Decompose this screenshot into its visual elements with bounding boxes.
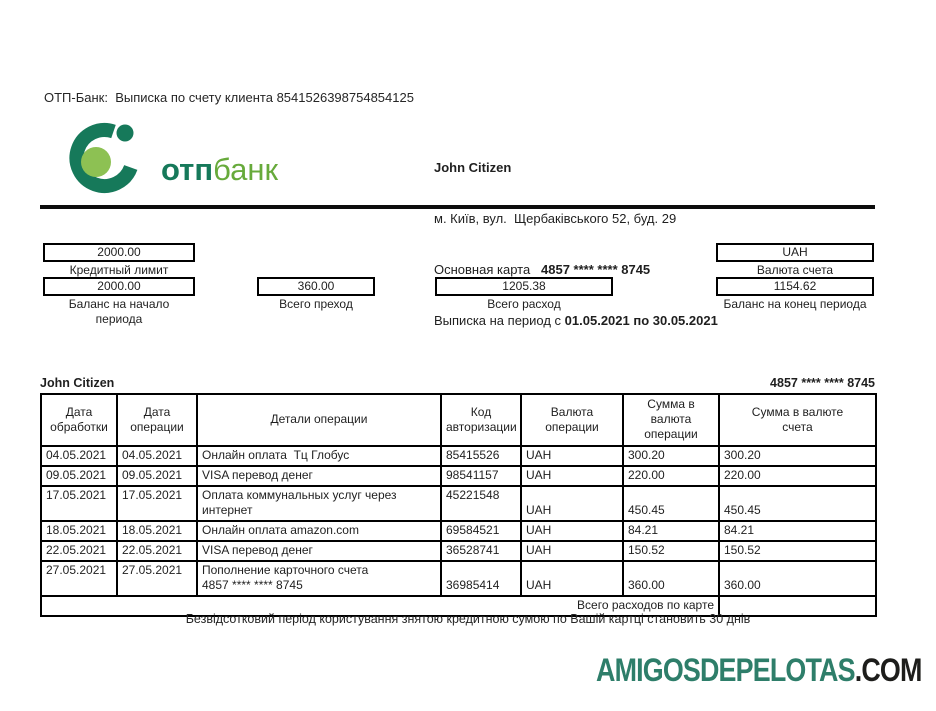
transaction-cell: 04.05.2021 bbox=[40, 445, 118, 467]
transaction-cell: 09.05.2021 bbox=[116, 465, 198, 487]
transaction-row: 17.05.2021 17.05.2021 Оплата коммунальных … bbox=[40, 485, 877, 522]
otp-bank-logo-text: отпбанк bbox=[161, 152, 279, 187]
credit-limit-value-box: 2000.00 bbox=[43, 243, 195, 262]
transaction-cell: 84.21 bbox=[718, 520, 877, 542]
otp-bank-logo-icon bbox=[69, 123, 138, 193]
balance-start-value-box: 2000.00 bbox=[43, 277, 195, 296]
transaction-cell: 36528741 bbox=[440, 540, 522, 562]
transactions-header-row: Дата обработки Дата операции Детали операц… bbox=[40, 393, 877, 447]
transaction-cell: 22.05.2021 bbox=[40, 540, 118, 562]
transaction-cell: 150.52 bbox=[718, 540, 877, 562]
transaction-cell: 17.05.2021 bbox=[116, 485, 198, 522]
transaction-cell: VISA перевод денег bbox=[196, 540, 442, 562]
column-header: Дата операции bbox=[116, 393, 198, 447]
total-incoming-label: Всего преход bbox=[279, 297, 353, 311]
transaction-cell: 22.05.2021 bbox=[116, 540, 198, 562]
transaction-cell: 45221548 bbox=[440, 485, 522, 522]
transaction-cell: 27.05.2021 bbox=[40, 560, 118, 597]
account-currency-value-box: UAH bbox=[716, 243, 874, 262]
otp-bank-logo: отпбанк bbox=[63, 122, 383, 194]
column-header: Валюта операции bbox=[520, 393, 624, 447]
transaction-cell: 84.21 bbox=[622, 520, 720, 542]
logo-text-otp: отп bbox=[161, 152, 214, 187]
transaction-cell: Онлайн оплата amazon.com bbox=[196, 520, 442, 542]
transaction-cell: Оплата коммунальных услуг через интернет bbox=[196, 485, 442, 522]
customer-name: John Citizen bbox=[434, 160, 512, 175]
transaction-cell: UAH bbox=[520, 445, 624, 467]
transaction-cell: UAH bbox=[520, 560, 624, 597]
transaction-cell: 220.00 bbox=[718, 465, 877, 487]
balance-start-label: Баланс на начало периода bbox=[68, 297, 170, 326]
transaction-cell: 36985414 bbox=[440, 560, 522, 597]
transaction-cell: 450.45 bbox=[622, 485, 720, 522]
balance-end-label: Баланс на конец периода bbox=[723, 297, 867, 311]
card-label: Основная карта bbox=[434, 262, 542, 277]
customer-card-line: Основная карта 4857 **** **** 8745 bbox=[434, 261, 718, 278]
transaction-row: 09.05.2021 09.05.2021 VISA перевод денег 98… bbox=[40, 465, 877, 487]
grace-period-note: Безвідсотковий період користування знято… bbox=[185, 612, 751, 626]
total-expenses-label: Всего расходов по карте bbox=[40, 595, 720, 617]
total-incoming-value-box: 360.00 bbox=[257, 277, 375, 296]
transaction-cell: UAH bbox=[520, 540, 624, 562]
transaction-cell: 360.00 bbox=[622, 560, 720, 597]
transaction-cell: 18.05.2021 bbox=[40, 520, 118, 542]
account-currency-label: Валюта счета bbox=[756, 263, 834, 277]
total-outgoing-label: Всего расход bbox=[487, 297, 561, 311]
transaction-row: 04.05.2021 04.05.2021 Онлайн оплата Тц Гло… bbox=[40, 445, 877, 467]
transaction-cell: 300.20 bbox=[622, 445, 720, 467]
table-caption-name: John Citizen bbox=[40, 376, 115, 390]
header-divider-rule bbox=[40, 205, 875, 209]
total-expenses-value bbox=[718, 595, 877, 617]
transaction-cell: 04.05.2021 bbox=[116, 445, 198, 467]
column-header: Сумма в валюта операции bbox=[622, 393, 720, 447]
transactions-table: Дата обработки Дата операции Детали операц… bbox=[40, 393, 877, 617]
table-total-row: Всего расходов по карте bbox=[40, 595, 877, 617]
table-caption-row: John Citizen 4857 **** **** 8745 bbox=[40, 376, 875, 390]
transaction-cell: 450.45 bbox=[718, 485, 877, 522]
watermark-dark-text: .COM bbox=[855, 652, 923, 688]
customer-address: м. Київ, вул. Щербаківського 52, буд. 29 bbox=[434, 211, 677, 226]
customer-info-block: John Citizen м. Київ, вул. Щербаківськог… bbox=[434, 125, 718, 363]
transaction-cell: 220.00 bbox=[622, 465, 720, 487]
transaction-cell: UAH bbox=[520, 520, 624, 542]
column-header: Дата обработки bbox=[40, 393, 118, 447]
transaction-cell: 17.05.2021 bbox=[40, 485, 118, 522]
transaction-cell: Пополнение карточного счета 4857 **** **… bbox=[196, 560, 442, 597]
column-header: Код авторизации bbox=[440, 393, 522, 447]
statement-period-line: Выписка на период с 01.05.2021 по 30.05.… bbox=[434, 312, 718, 329]
transaction-cell: 69584521 bbox=[440, 520, 522, 542]
transactions-body: 04.05.2021 04.05.2021 Онлайн оплата Тц Гло… bbox=[40, 445, 877, 597]
site-watermark: AMIGOSDEPELOTAS.COM bbox=[596, 652, 922, 689]
transaction-row: 18.05.2021 18.05.2021 Онлайн оплата amazon… bbox=[40, 520, 877, 542]
card-number: 4857 **** **** 8745 bbox=[541, 262, 651, 277]
transaction-cell: 09.05.2021 bbox=[40, 465, 118, 487]
transaction-row: 22.05.2021 22.05.2021 VISA перевод денег 36… bbox=[40, 540, 877, 562]
statement-header-line: ОТП-Банк: Выписка по счету клиента 85415… bbox=[44, 90, 414, 105]
transaction-cell: UAH bbox=[520, 485, 624, 522]
transaction-row: 27.05.2021 27.05.2021 Пополнение карточног… bbox=[40, 560, 877, 597]
transaction-cell: 300.20 bbox=[718, 445, 877, 467]
total-outgoing-value-box: 1205.38 bbox=[435, 277, 613, 296]
transaction-cell: 360.00 bbox=[718, 560, 877, 597]
transaction-cell: 98541157 bbox=[440, 465, 522, 487]
transaction-cell: 18.05.2021 bbox=[116, 520, 198, 542]
transaction-cell: UAH bbox=[520, 465, 624, 487]
period-value: 01.05.2021 по 30.05.2021 bbox=[564, 313, 718, 328]
transaction-cell: 85415526 bbox=[440, 445, 522, 467]
transaction-cell: Онлайн оплата Тц Глобус bbox=[196, 445, 442, 467]
watermark-green-text: AMIGOSDEPELOTAS bbox=[596, 652, 856, 688]
column-header: Сумма в валюте счета bbox=[718, 393, 877, 447]
period-label: Выписка на период с bbox=[434, 313, 565, 328]
balance-end-value-box: 1154.62 bbox=[716, 277, 874, 296]
table-caption-card: 4857 **** **** 8745 bbox=[770, 376, 875, 390]
credit-limit-label: Кредитный лимит bbox=[69, 263, 169, 277]
transaction-cell: 150.52 bbox=[622, 540, 720, 562]
transaction-cell: VISA перевод денег bbox=[196, 465, 442, 487]
logo-text-bank: банк bbox=[213, 152, 279, 187]
transaction-cell: 27.05.2021 bbox=[116, 560, 198, 597]
column-header: Детали операции bbox=[196, 393, 442, 447]
